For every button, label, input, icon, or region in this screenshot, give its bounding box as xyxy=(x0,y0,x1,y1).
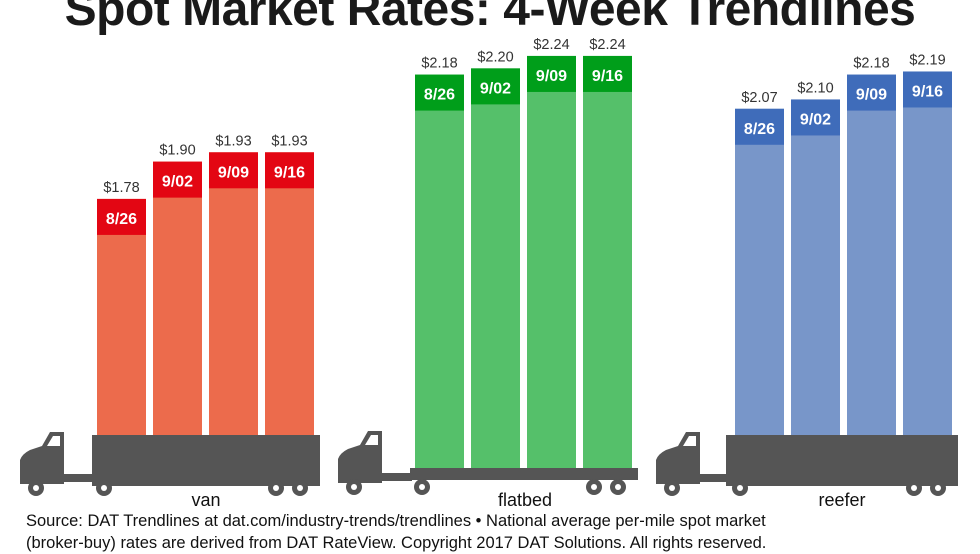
truck-hitch xyxy=(700,474,728,482)
value-label: $2.07 xyxy=(741,90,777,106)
value-label: $1.93 xyxy=(215,133,251,149)
bar-date-band-reefer-2 xyxy=(847,74,896,111)
category-label: 9/09 xyxy=(536,68,567,85)
truck-hubcap-icon xyxy=(591,484,597,490)
bar-date-band-reefer-1 xyxy=(791,99,840,136)
value-label: $2.18 xyxy=(421,56,457,72)
category-label: 9/09 xyxy=(218,164,249,181)
chart-panel-flatbed: 8/26 $2.18 9/02 $2.20 9/09 $2.24 9/16 $2.24 flat… xyxy=(338,37,638,510)
category-label: 9/09 xyxy=(856,87,887,104)
value-label: $1.90 xyxy=(159,143,195,159)
panel-label-van: van xyxy=(191,490,220,510)
truck-hitch xyxy=(64,474,94,482)
source-line-1: Source: DAT Trendlines at dat.com/indust… xyxy=(26,512,766,530)
bar-date-band-flatbed-1 xyxy=(471,68,520,105)
bar-date-band-reefer-0 xyxy=(735,108,784,145)
category-label: 9/16 xyxy=(274,164,305,181)
truck-trailer-reefer xyxy=(726,435,958,486)
bar-flatbed-9-02 xyxy=(471,68,520,468)
value-label: $1.93 xyxy=(271,133,307,149)
bar-date-band-van-0 xyxy=(97,198,146,235)
bar-date-band-reefer-3 xyxy=(903,71,952,108)
bar-date-band-flatbed-0 xyxy=(415,74,464,111)
truck-hubcap-icon xyxy=(669,485,675,491)
bar-date-band-flatbed-3 xyxy=(583,55,632,92)
bar-reefer-9-02 xyxy=(791,99,840,435)
bar-flatbed-8-26 xyxy=(415,74,464,468)
bar-reefer-9-16 xyxy=(903,71,952,436)
bar-date-band-flatbed-2 xyxy=(527,55,576,92)
truck-hubcap-icon xyxy=(297,485,303,491)
truck-hubcap-icon xyxy=(419,484,425,490)
bar-van-9-02 xyxy=(153,161,202,435)
bar-reefer-8-26 xyxy=(735,108,784,435)
value-label: $2.20 xyxy=(477,49,513,65)
chart-title: Spot Market Rates: 4-Week Trendlines xyxy=(64,0,916,36)
truck-window-icon xyxy=(683,436,696,446)
value-label: $2.18 xyxy=(853,56,889,72)
category-label: 9/16 xyxy=(912,83,943,100)
value-label: $2.24 xyxy=(589,37,625,53)
truck-hubcap-icon xyxy=(351,484,357,490)
category-label: 8/26 xyxy=(424,87,455,104)
source-line-2: (broker-buy) rates are derived from DAT … xyxy=(26,534,767,552)
truck-trailer-van xyxy=(92,435,320,486)
panel-label-flatbed: flatbed xyxy=(498,490,552,510)
source-note: Source: DAT Trendlines at dat.com/indust… xyxy=(26,510,966,554)
bar-reefer-9-09 xyxy=(847,74,896,435)
category-label: 9/02 xyxy=(162,174,193,191)
category-label: 8/26 xyxy=(744,121,775,138)
value-label: $2.19 xyxy=(909,52,945,68)
bar-flatbed-9-09 xyxy=(527,55,576,468)
chart-panel-reefer: 8/26 $2.07 9/02 $2.10 9/09 $2.18 9/16 $2.19 reef… xyxy=(656,52,958,510)
bar-van-9-09 xyxy=(209,152,258,435)
category-label: 9/02 xyxy=(800,111,831,128)
bar-van-8-26 xyxy=(97,198,146,435)
panel-label-reefer: reefer xyxy=(818,490,865,510)
truck-hubcap-icon xyxy=(101,485,107,491)
category-label: 9/02 xyxy=(480,80,511,97)
value-label: $1.78 xyxy=(103,180,139,196)
bar-date-band-van-3 xyxy=(265,152,314,189)
bar-date-band-van-2 xyxy=(209,152,258,189)
truck-window-icon xyxy=(365,435,378,445)
bar-van-9-16 xyxy=(265,152,314,435)
truck-hubcap-icon xyxy=(273,485,279,491)
chart-panel-van: 8/26 $1.78 9/02 $1.90 9/09 $1.93 9/16 $1.93 van xyxy=(20,133,320,510)
truck-window-icon xyxy=(47,436,60,446)
truck-hubcap-icon xyxy=(737,485,743,491)
truck-hubcap-icon xyxy=(911,485,917,491)
truck-trailer-flatbed xyxy=(410,468,638,480)
category-label: 9/16 xyxy=(592,68,623,85)
bar-flatbed-9-16 xyxy=(583,55,632,468)
truck-hubcap-icon xyxy=(935,485,941,491)
truck-hitch xyxy=(382,473,412,481)
bar-date-band-van-1 xyxy=(153,161,202,198)
truck-hubcap-icon xyxy=(615,484,621,490)
value-label: $2.10 xyxy=(797,80,833,96)
category-label: 8/26 xyxy=(106,211,137,228)
value-label: $2.24 xyxy=(533,37,569,53)
truck-hubcap-icon xyxy=(33,485,39,491)
